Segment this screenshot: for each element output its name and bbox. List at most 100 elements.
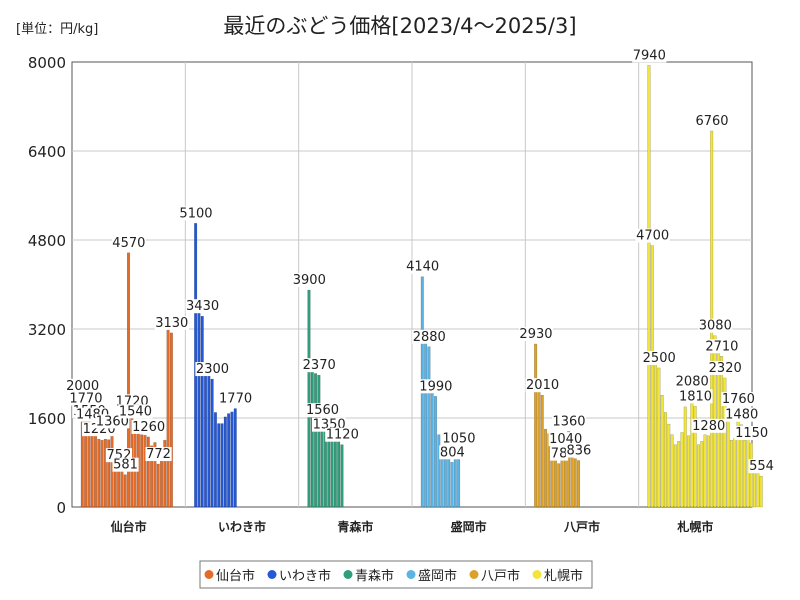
bar-青森市-7: [327, 434, 331, 508]
data-label-bg: [694, 113, 730, 128]
bar-青森市-5: [320, 420, 324, 508]
bar-仙台市-14: [123, 474, 127, 508]
bar-仙台市-15: [126, 252, 130, 508]
bar-仙台市-27: [166, 323, 170, 508]
legend-marker: [406, 570, 416, 579]
data-label-bg: [708, 360, 743, 375]
bar-仙台市-23: [153, 442, 157, 508]
x-category-label: 八戸市: [563, 519, 600, 534]
data-label: 1150: [735, 426, 768, 441]
bar-いわき市-11: [227, 413, 231, 508]
data-label: 836: [566, 443, 591, 458]
bar-札幌市-24: [723, 377, 727, 508]
data-label: 1810: [679, 389, 712, 404]
bar-札幌市-35: [759, 475, 763, 508]
bar-仙台市-25: [159, 456, 163, 508]
x-category-label: 青森市: [337, 519, 373, 534]
y-tick-label: 3200: [28, 321, 66, 339]
data-label-bg: [302, 358, 337, 373]
bar-札幌市-26: [729, 440, 733, 508]
data-label-bg: [195, 362, 230, 377]
bar-仙台市-5: [93, 433, 97, 508]
data-label: 78: [551, 447, 568, 462]
data-label: 1480: [725, 408, 758, 423]
bar-札幌市-25: [726, 417, 730, 508]
bar-盛岡市-2: [424, 337, 428, 508]
legend-marker: [469, 570, 479, 579]
data-label-bg: [118, 404, 153, 419]
data-label-bg: [565, 443, 592, 458]
bar-盛岡市-8: [443, 453, 447, 508]
bar-盛岡市-6: [437, 434, 441, 508]
bar-札幌市-13: [687, 435, 691, 508]
bar-仙台市-13: [120, 467, 124, 508]
x-category-label: 札幌市: [676, 519, 713, 534]
bar-仙台市-9: [107, 439, 111, 508]
data-label-bg: [131, 419, 166, 434]
bar-盛岡市-10: [450, 462, 454, 508]
bar-八戸市-12: [570, 456, 574, 508]
y-tick-label: 4800: [28, 232, 66, 250]
bar-盛岡市-5: [434, 396, 438, 508]
data-label-bg: [405, 259, 440, 274]
legend-box: [199, 560, 593, 589]
x-category-label: 仙台市: [111, 519, 147, 534]
bar-札幌市-7: [667, 423, 671, 508]
data-label-bg: [704, 339, 740, 354]
bar-いわき市-3: [200, 316, 204, 508]
data-label: 3130: [155, 316, 188, 331]
legend-marker: [267, 570, 277, 579]
data-label-bg: [292, 273, 327, 288]
data-label: 5100: [179, 206, 212, 221]
bar-青森市-8: [330, 438, 334, 508]
bar-札幌市-18: [703, 434, 707, 508]
data-label: 6760: [695, 114, 728, 129]
unit-label: [単位：円/kg]: [16, 22, 99, 37]
data-label-bg: [154, 315, 189, 330]
bar-仙台市-22: [150, 445, 154, 508]
bar-札幌市-10: [677, 441, 681, 508]
data-label-bg: [734, 426, 769, 441]
data-label: 1120: [326, 428, 359, 443]
data-label: 1540: [119, 404, 152, 419]
bar-札幌市-8: [670, 434, 674, 508]
bar-札幌市-3: [654, 356, 658, 508]
data-label-bg: [305, 403, 340, 418]
bar-仙台市-20: [143, 435, 147, 508]
bar-仙台市-7: [100, 440, 104, 508]
data-label-bg: [548, 432, 583, 447]
bar-仙台市-19: [140, 434, 144, 508]
bar-札幌市-34: [756, 473, 760, 508]
bar-八戸市-8: [557, 463, 561, 508]
bar-いわき市-12: [230, 411, 234, 508]
bar-青森市-1: [307, 289, 311, 508]
bar-いわき市-6: [210, 378, 214, 508]
bar-札幌市-5: [660, 394, 664, 508]
bar-八戸市-4: [544, 428, 548, 508]
bar-札幌市-2: [650, 245, 654, 508]
bar-盛岡市-9: [447, 457, 451, 508]
data-label: 1990: [419, 379, 452, 394]
y-tick-label: 0: [56, 499, 66, 517]
data-label: 3900: [293, 273, 326, 288]
bar-札幌市-14: [690, 391, 694, 508]
bar-八戸市-2: [537, 389, 541, 508]
legend-item-いわき市: いわき市: [279, 568, 331, 584]
bar-青森市-11: [340, 444, 344, 508]
bar-仙台市-24: [156, 463, 160, 508]
bar-札幌市-28: [736, 408, 740, 508]
bar-いわき市-2: [197, 306, 201, 508]
data-label-bg: [635, 228, 670, 243]
data-label: 1760: [722, 392, 755, 407]
data-label-bg: [325, 427, 360, 442]
data-label-bg: [441, 431, 477, 446]
data-label: 2320: [709, 361, 742, 376]
data-label: 4700: [636, 229, 669, 244]
data-label-bg: [145, 447, 172, 462]
data-label: 2500: [643, 351, 676, 366]
data-label-bg: [412, 329, 447, 344]
bar-八戸市-3: [540, 394, 544, 508]
y-tick-label: 8000: [28, 54, 66, 72]
bar-札幌市-32: [749, 442, 753, 508]
